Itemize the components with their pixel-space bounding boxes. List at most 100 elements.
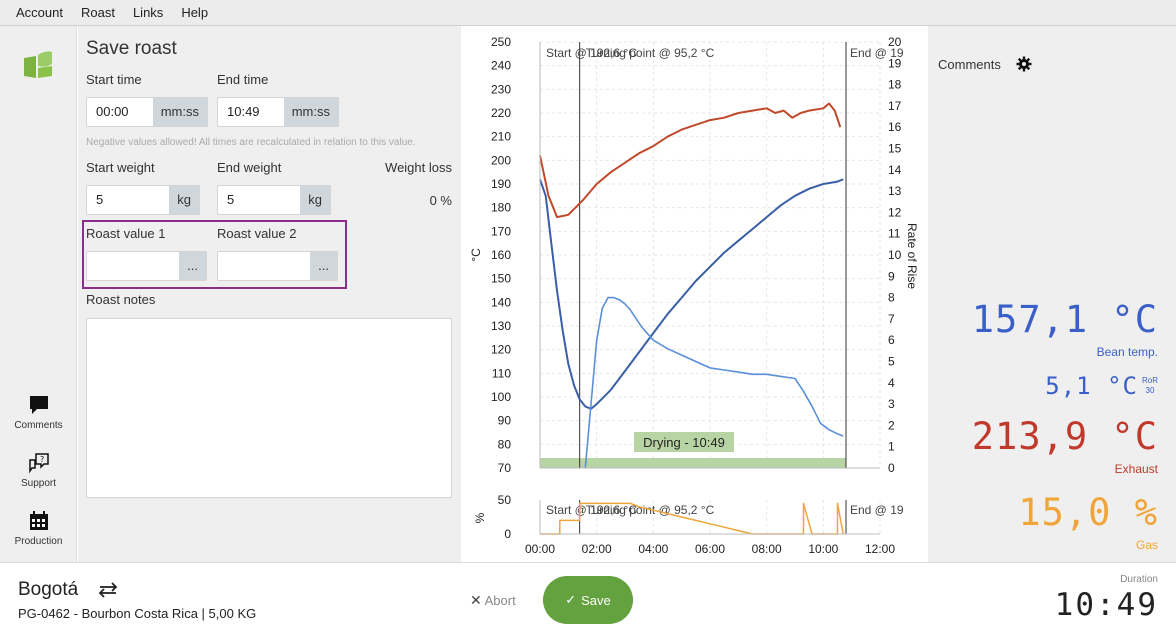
end-weight-field[interactable]: 5 kg — [217, 185, 331, 215]
start-weight-unit: kg — [169, 186, 199, 214]
sidebar-item-label: Comments — [14, 420, 63, 431]
y-tick-label: 100 — [491, 390, 511, 404]
sidebar-item-label: Support — [20, 478, 57, 489]
save-label: Save — [581, 592, 611, 608]
sidebar-item-production[interactable]: Production — [0, 510, 77, 547]
x-tick-label: 12:00 — [865, 542, 895, 556]
readouts-panel: Comments 157,1 °C Bean temp. 5,1 °C RoR … — [928, 26, 1176, 562]
y-tick-label: 230 — [491, 82, 511, 96]
end-weight-label: End weight — [217, 160, 282, 175]
event-label: Start @ 192,6 °C — [546, 46, 637, 60]
y-axis-label: °C — [469, 248, 483, 262]
start-weight-value[interactable]: 5 — [96, 192, 104, 207]
y2-tick-label: 3 — [888, 397, 895, 411]
start-time-field[interactable]: 00:00 mm:ss — [86, 97, 208, 127]
exhaust-line — [539, 102, 842, 219]
roast-values-highlight — [82, 220, 347, 289]
phase-label: Drying - 10:49 — [643, 435, 725, 450]
ror-sub: 30 — [1145, 386, 1155, 395]
abort-label: Abort — [484, 593, 516, 608]
y-tick-label: 180 — [491, 201, 511, 215]
save-roast-form: Save roast Start time End time 00:00 mm:… — [78, 26, 461, 562]
end-time-label: End time — [217, 72, 269, 87]
x-tick-label: 06:00 — [695, 542, 725, 556]
y-tick-label: 220 — [491, 106, 511, 120]
end-weight-value[interactable]: 5 — [227, 192, 235, 207]
roast-value-1-input[interactable] — [87, 252, 179, 280]
sidebar-item-comments[interactable]: Comments — [0, 394, 77, 431]
event-label: End @ 19 — [850, 46, 904, 60]
y2-tick-label: 7 — [888, 312, 895, 326]
event-label: Turning point @ 95,2 °C — [586, 46, 715, 60]
roast-value-2-more-button[interactable]: ... — [310, 252, 337, 280]
y2-tick-label: 18 — [888, 78, 902, 92]
start-time-value[interactable]: 00:00 — [96, 104, 129, 119]
y2-tick-label: 14 — [888, 163, 902, 177]
sidebar-item-support[interactable]: ? Support — [0, 452, 77, 489]
start-weight-label: Start weight — [86, 160, 155, 175]
close-icon: ✕ — [470, 592, 482, 608]
save-button[interactable]: ✓ Save — [543, 576, 633, 624]
roast-value-1-field[interactable]: ... — [86, 251, 207, 281]
y2-tick-label: 2 — [888, 418, 895, 432]
roast-notes-textarea[interactable] — [86, 318, 452, 498]
roast-chart: Drying - 10:49 Start @ 192,6 °C Start @ 1… — [469, 35, 919, 556]
y-tick-label: 120 — [491, 343, 511, 357]
roast-value-2-field[interactable]: ... — [217, 251, 338, 281]
x-tick-label: 08:00 — [752, 542, 782, 556]
check-icon: ✓ — [565, 592, 577, 607]
y-tick-label: 90 — [498, 414, 512, 428]
y-tick-label: 190 — [491, 177, 511, 191]
phase-label-bg — [634, 432, 734, 452]
roast-value-1-more-button[interactable]: ... — [179, 252, 206, 280]
end-time-value[interactable]: 10:49 — [227, 104, 260, 119]
footer-bar: Bogotá PG-0462 - Bourbon Costa Rica | 5,… — [0, 562, 1176, 630]
bean-temp-line — [539, 178, 844, 410]
y2-tick-label: 20 — [888, 35, 902, 49]
y2-tick-label: 19 — [888, 56, 902, 70]
menu-account[interactable]: Account — [16, 5, 63, 20]
y-tick-label: 80 — [498, 437, 512, 451]
x-tick-label: 04:00 — [638, 542, 668, 556]
ror-tag: RoR — [1141, 376, 1158, 385]
roast-value-2-label: Roast value 2 — [217, 226, 297, 241]
abort-button[interactable]: ✕ Abort — [470, 592, 516, 609]
roaster-name: Bogotá — [18, 579, 79, 600]
bean-temp-label: Bean temp. — [1096, 345, 1158, 359]
x-tick-label: 00:00 — [525, 542, 555, 556]
comments-label: Comments — [938, 57, 1001, 72]
y2-tick-label: 12 — [888, 205, 902, 219]
y2-tick-label: 10 — [888, 248, 902, 262]
menu-roast[interactable]: Roast — [80, 5, 115, 20]
ror-readout: 5,1 °C RoR 30 — [1045, 372, 1158, 400]
end-time-unit: mm:ss — [283, 98, 338, 126]
menu-help[interactable]: Help — [181, 5, 209, 20]
start-time-label: Start time — [86, 72, 142, 87]
event-label: End @ 19 — [850, 503, 904, 517]
exhaust-value: 213,9 °C — [971, 415, 1158, 458]
y2-tick-label: 16 — [888, 120, 902, 134]
y-tick-label: 150 — [491, 272, 511, 286]
end-time-field[interactable]: 10:49 mm:ss — [217, 97, 339, 127]
sidebar: Comments ? Support Production — [0, 26, 77, 562]
start-weight-field[interactable]: 5 kg — [86, 185, 200, 215]
y2-tick-label: 15 — [888, 142, 902, 156]
menu-links[interactable]: Links — [132, 5, 164, 20]
y2-tick-label: 5 — [888, 355, 895, 369]
x-tick-label: 10:00 — [808, 542, 838, 556]
ror-badge: RoR 30 — [1142, 376, 1158, 396]
gear-icon[interactable] — [1016, 56, 1032, 72]
y-tick-label: 140 — [491, 295, 511, 309]
gas-value: 15,0 % — [1018, 491, 1158, 534]
event-label: Start @ 192,6 °C — [546, 503, 637, 517]
time-hint: Negative values allowed! All times are r… — [86, 137, 416, 148]
y2-tick-label: 4 — [888, 376, 895, 390]
end-weight-unit: kg — [300, 186, 330, 214]
duration-label: Duration — [1120, 574, 1158, 585]
exhaust-label: Exhaust — [1114, 462, 1158, 476]
swap-icon[interactable] — [98, 582, 118, 598]
roast-value-2-input[interactable] — [218, 252, 310, 280]
gas-tick-label: 50 — [498, 493, 512, 507]
y2-tick-label: 6 — [888, 333, 895, 347]
batch-info: PG-0462 - Bourbon Costa Rica | 5,00 KG — [18, 606, 257, 621]
